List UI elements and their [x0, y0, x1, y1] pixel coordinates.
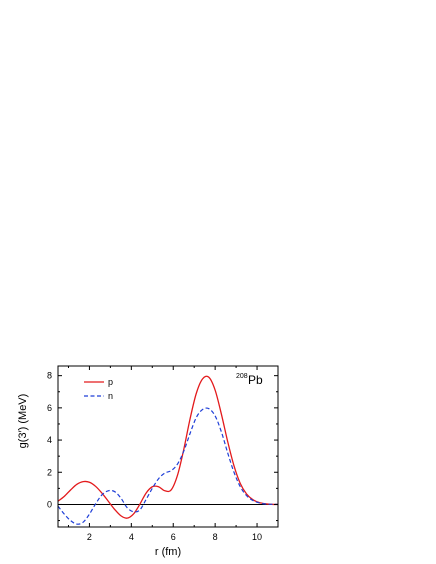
- x-tick-label: 2: [87, 532, 92, 542]
- y-tick-label: 6: [47, 403, 52, 413]
- y-tick-label: 2: [47, 467, 52, 477]
- legend: p n: [84, 377, 113, 401]
- legend-label-p: p: [108, 377, 113, 387]
- annotation-element: Pb: [248, 373, 263, 387]
- x-tick-label: 4: [129, 532, 134, 542]
- y-tick-label: 0: [47, 499, 52, 509]
- plot-area: [58, 375, 278, 525]
- x-axis-label: r (fm): [155, 546, 181, 558]
- y-tick-label: 8: [47, 371, 52, 381]
- y-axis-label: g(3′) (MeV): [17, 394, 29, 449]
- y-tick-label: 4: [47, 435, 52, 445]
- series-line-p: [58, 375, 278, 519]
- x-tick-label: 8: [213, 532, 218, 542]
- annotation-mass-number: 208: [236, 373, 248, 380]
- nucleus-annotation: 208 Pb: [236, 373, 263, 387]
- x-tick-label: 6: [171, 532, 176, 542]
- legend-label-n: n: [108, 391, 113, 401]
- plot-frame: [57, 365, 279, 528]
- x-tick-label: 10: [252, 532, 262, 542]
- axes: 2 4 6 8 10 0 2 4 6 8: [47, 365, 279, 542]
- series-line-n: [58, 407, 278, 525]
